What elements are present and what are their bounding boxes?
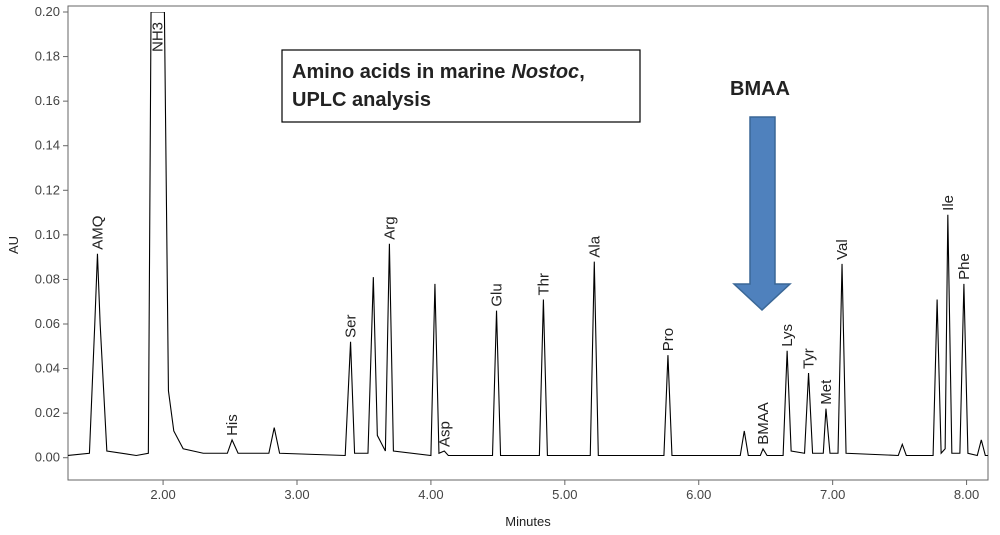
peak-label: Val (834, 239, 851, 260)
y-tick-label: 0.20 (35, 4, 60, 19)
peak-label: Phe (956, 253, 973, 280)
x-axis-label: Minutes (505, 514, 551, 529)
peak-label: AMQ (89, 216, 106, 250)
arrow (732, 116, 792, 312)
peak-label: Asp (436, 421, 453, 447)
y-tick-label: 0.16 (35, 93, 60, 108)
plot-frame (67, 5, 989, 481)
trace (68, 12, 988, 457)
y-tick-label: 0.08 (35, 271, 60, 286)
x-tick-label: 7.00 (820, 487, 845, 502)
x-tick-label: 2.00 (150, 487, 175, 502)
annotation-text: Amino acids in marine Nostoc, (292, 61, 585, 83)
y-tick-label: 0.14 (35, 138, 60, 153)
y-tick-label: 0.00 (35, 450, 60, 465)
y-tick-label: 0.06 (35, 316, 60, 331)
x-tick-label: 6.00 (686, 487, 711, 502)
peak-label: Ala (586, 235, 603, 257)
peak-label: Thr (535, 273, 552, 296)
y-axis-label: AU (6, 236, 21, 254)
peak-label: Met (818, 379, 835, 405)
x-tick-label: 8.00 (954, 487, 979, 502)
peak-label: Lys (779, 324, 796, 347)
x-tick-label: 3.00 (284, 487, 309, 502)
peak-label: NH3 (150, 22, 167, 52)
peak-label: Tyr (801, 348, 818, 369)
x-tick-label: 5.00 (552, 487, 577, 502)
annotation-part: Amino acids in marine (292, 61, 505, 83)
y-tick-label: 0.12 (35, 182, 60, 197)
arrow-label: BMAA (730, 78, 790, 100)
marks: 0.00 0.02 0.04 0.06 0.08 0.10 0.12 0.14 0.16 0.18… (35, 4, 988, 502)
y-tick-label: 0.02 (35, 405, 60, 420)
peak-label: BMAA (755, 402, 772, 445)
peak-label: Arg (381, 216, 398, 239)
y-tick-label: 0.18 (35, 49, 60, 64)
peak-label: Ile (940, 195, 957, 211)
peak-label: His (224, 414, 241, 436)
peak-label: Glu (489, 283, 506, 306)
annotation-box (281, 49, 641, 123)
x-tick-label: 4.00 (418, 487, 443, 502)
annotation-part: Nostoc (511, 61, 579, 83)
annotation-text: UPLC analysis (292, 89, 431, 111)
y-tick-label: 0.10 (35, 227, 60, 242)
y-tick-label: 0.04 (35, 361, 60, 376)
peak-label: Ser (343, 314, 360, 337)
peak-label: Pro (660, 328, 677, 351)
annotation-part: , (579, 61, 585, 83)
